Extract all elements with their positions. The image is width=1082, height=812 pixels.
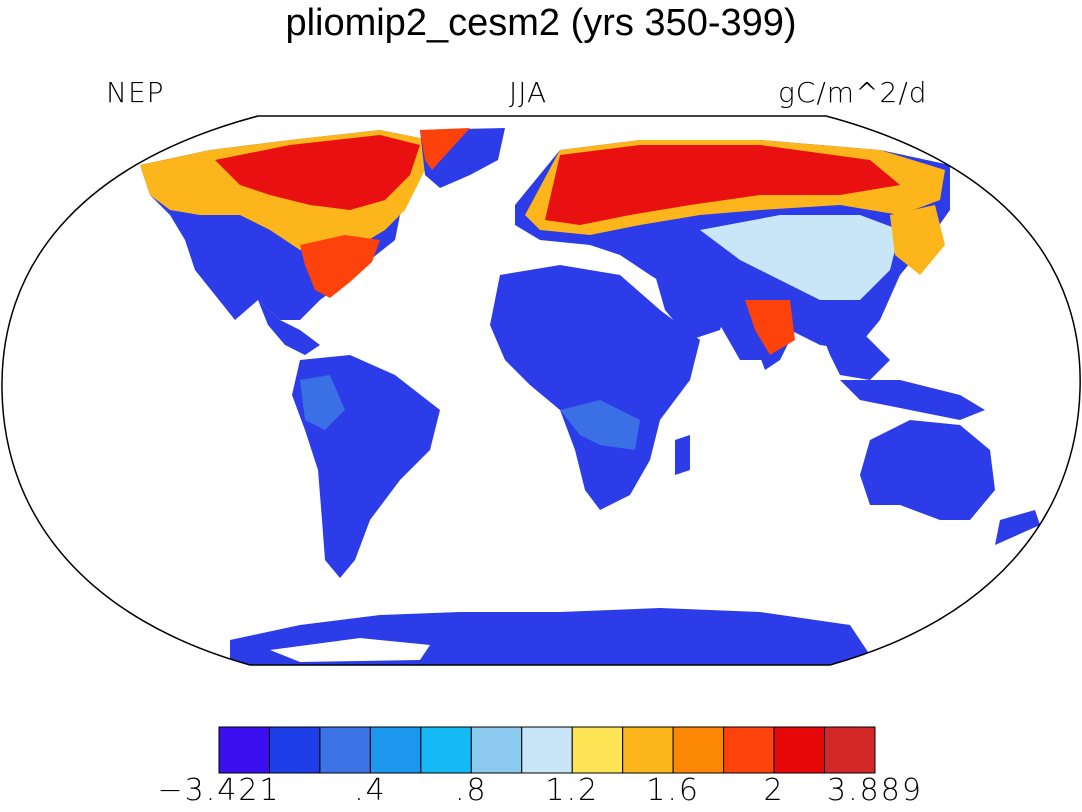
colorbar-tick-label: 1.2 [545, 773, 600, 808]
south-america-mid [300, 375, 345, 430]
variable-label: NEP [106, 76, 165, 109]
colorbar-swatch [268, 726, 321, 774]
africa-land [490, 265, 700, 510]
map-fill [140, 128, 1040, 665]
us-east-red [300, 235, 380, 298]
eurasia-hot [545, 145, 900, 225]
colorbar-swatch [470, 726, 523, 774]
colorbar-tick-label: 1.6 [646, 773, 700, 808]
colorbar-swatch [369, 726, 422, 774]
colorbar-swatch [773, 726, 826, 774]
colorbar-swatch [319, 726, 371, 774]
colorbar-tick-label: .8 [454, 773, 488, 808]
central-america-land [258, 300, 320, 355]
north-america-hot [215, 135, 420, 210]
colorbar-tick-label: 3.889 [827, 773, 923, 808]
colorbar-swatch [420, 726, 472, 774]
australia-land [860, 420, 995, 520]
colorbar-tick-label: .4 [354, 773, 387, 808]
africa-mid [560, 400, 640, 450]
globe-outline [1, 115, 1081, 666]
colorbar-swatch [672, 726, 725, 774]
greenland-edge [420, 128, 470, 170]
colorbar-tick-label: −3.421 [157, 773, 281, 808]
colorbar-swatch [571, 726, 624, 774]
eurasia-light [700, 215, 900, 300]
indonesia-land [840, 380, 985, 420]
colorbar-swatch [218, 726, 270, 774]
arabia-land [655, 275, 730, 340]
madagascar-land [675, 435, 690, 475]
new-zealand-land [995, 510, 1040, 545]
se-asia-land [820, 330, 890, 380]
map-title: pliomip2_cesm2 (yrs 350-399) [285, 2, 797, 44]
colorbar-tick-label: 2 [763, 773, 785, 808]
colorbar-swatch [622, 726, 674, 774]
season-label: JJA [509, 76, 548, 109]
colorbar-swatch [521, 726, 573, 774]
south-asia-red [745, 300, 795, 355]
colorbar-swatch [824, 726, 876, 774]
colorbar [218, 726, 876, 774]
east-asia-warm [890, 205, 945, 275]
antarctica-ice-gap [270, 638, 430, 662]
colorbar-swatch [723, 726, 775, 774]
units-label: gC/m^2/d [778, 76, 928, 109]
